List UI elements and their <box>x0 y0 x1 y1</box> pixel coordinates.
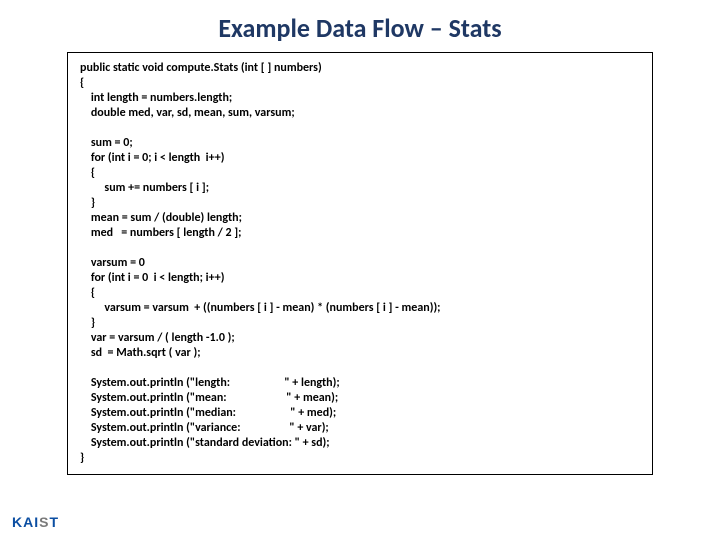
code-box: public static void compute.Stats (int [ … <box>67 52 653 475</box>
slide-title: Example Data Flow – Stats <box>0 0 720 52</box>
kaist-logo: KAIST <box>12 514 59 530</box>
